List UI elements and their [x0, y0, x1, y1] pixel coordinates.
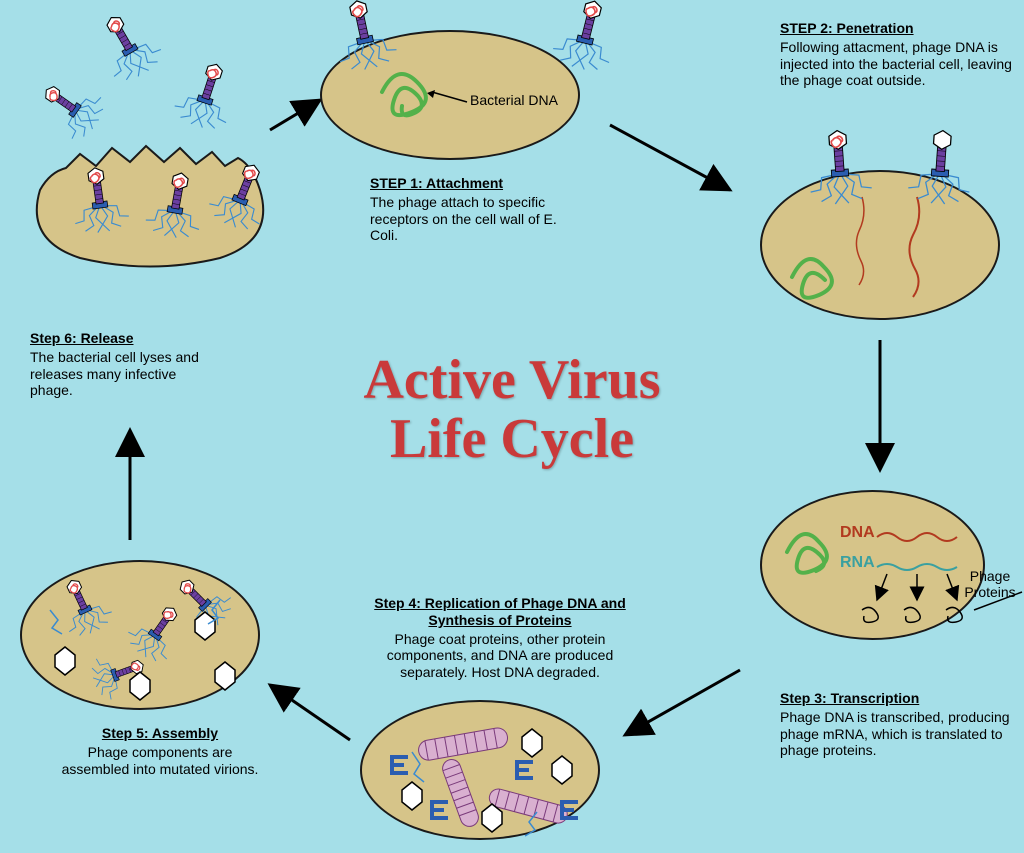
phage-icon	[30, 55, 120, 160]
dna-label: DNA	[840, 524, 875, 542]
cell-step3: DNA RNA	[760, 490, 985, 640]
step-title: Step 3: Transcription	[780, 690, 1010, 707]
cell-step4	[360, 700, 600, 840]
step-desc: The bacterial cell lyses and releases ma…	[30, 349, 210, 399]
phage-icon	[195, 145, 285, 250]
step-title: Step 5: Assembly	[60, 725, 260, 742]
phage-icon	[540, 0, 630, 90]
step-title: Step 4: Replication of Phage DNA and Syn…	[370, 595, 630, 629]
step-desc: The phage attach to specific receptors o…	[370, 194, 570, 244]
phage-proteins-label: Phage Proteins	[960, 568, 1020, 600]
phage-icon	[895, 118, 985, 223]
step-title: Step 6: Release	[30, 330, 210, 347]
step-desc: Phage coat proteins, other protein compo…	[370, 631, 630, 681]
step-title: STEP 2: Penetration	[780, 20, 1020, 37]
step-desc: Phage DNA is transcribed, producing phag…	[780, 709, 1010, 759]
step4-text: Step 4: Replication of Phage DNA and Syn…	[370, 595, 630, 681]
phage-icon	[795, 118, 885, 223]
step-desc: Phage components are assembled into muta…	[60, 744, 260, 778]
phage-icon	[160, 45, 250, 150]
phage-icon	[320, 0, 410, 90]
step1-text: STEP 1: Attachment The phage attach to s…	[370, 175, 570, 244]
step6-text: Step 6: Release The bacterial cell lyses…	[30, 330, 210, 399]
step5-text: Step 5: Assembly Phage components are as…	[60, 725, 260, 777]
loose-capsids	[20, 560, 260, 710]
rna-label: RNA	[840, 554, 875, 572]
bacterial-dna-icon	[792, 259, 832, 298]
bacterial-dna-icon	[787, 534, 827, 573]
step-desc: Following attacment, phage DNA is inject…	[780, 39, 1020, 89]
step-title: STEP 1: Attachment	[370, 175, 570, 192]
step2-text: STEP 2: Penetration Following attacment,…	[780, 20, 1020, 89]
bacterial-dna-label: Bacterial DNA	[470, 92, 558, 108]
step3-text: Step 3: Transcription Phage DNA is trans…	[780, 690, 1010, 759]
